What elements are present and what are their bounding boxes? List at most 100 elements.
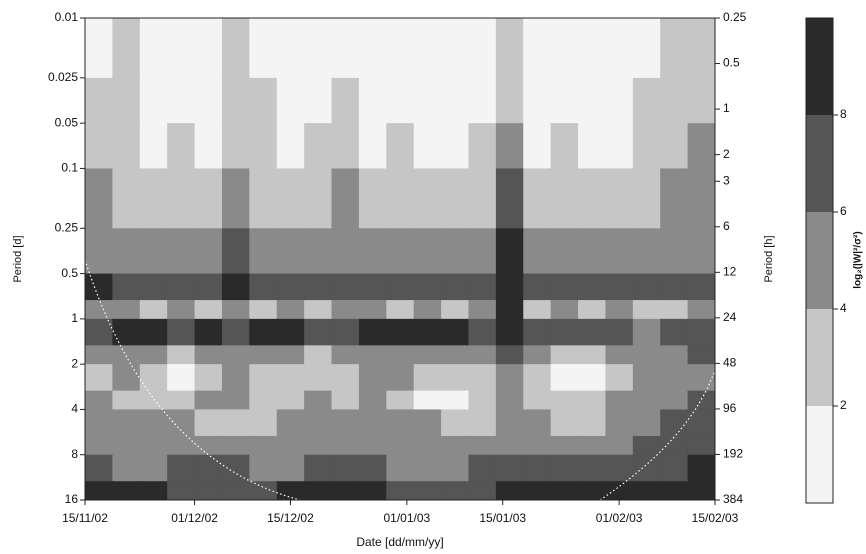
heatmap-cell [358,228,387,275]
y2-tick-label: 24 [723,310,737,324]
heatmap-cell [660,168,689,229]
heatmap-cell [687,300,716,320]
heatmap-cell [413,435,442,456]
heatmap-cell [139,454,168,482]
y2-tick-label: 2 [723,147,730,161]
heatmap-cell [221,481,250,501]
colorbar-band [806,309,833,406]
heatmap-cell [167,168,196,229]
heatmap-cell [221,345,250,365]
heatmap-cell [550,300,579,320]
heatmap-cell [687,390,716,410]
heatmap-cell [523,409,552,437]
heatmap-cell [495,364,524,392]
heatmap-cell [495,123,524,169]
x-tick-label: 15/11/02 [62,511,108,525]
heatmap-cell [112,300,141,320]
heatmap-cell [221,300,250,320]
heatmap-cell [632,300,661,320]
heatmap-cell [495,409,524,437]
heatmap-cell [605,454,634,482]
heatmap-cell [605,168,634,229]
heatmap-cell [413,123,442,169]
heatmap-cell [386,228,415,275]
heatmap-cell [167,123,196,169]
heatmap-cell [468,228,497,275]
heatmap-cell [468,18,497,79]
heatmap-cell [523,77,552,124]
heatmap-cell [112,77,141,124]
heatmap-cell [550,273,579,301]
y2-tick-label: 3 [723,173,730,187]
heatmap-cell [605,345,634,365]
heatmap-cell [660,364,689,392]
heatmap-cell [441,345,469,365]
heatmap-cell [578,318,606,346]
colorbar-label: log₂(|W|²/σ²) [853,231,864,288]
heatmap-cell [112,454,141,482]
heatmap-cell [139,273,168,301]
y-tick-label: 0.25 [55,220,79,234]
heatmap-cell [358,18,387,79]
heatmap-cell [660,318,689,346]
heatmap-cell [386,300,415,320]
heatmap-cell [578,409,606,437]
heatmap-cell [304,228,333,275]
heatmap-cell [331,168,360,229]
heatmap-cell [523,318,552,346]
heatmap-cell [331,273,360,301]
heatmap-cell [139,77,168,124]
y-axis-label: Period [d] [12,235,24,282]
heatmap-cell [660,390,689,410]
heatmap-cell [632,168,661,229]
heatmap-cell [468,435,497,456]
heatmap-cell [632,481,661,501]
heatmap-cell [331,123,360,169]
heatmap-cell [386,481,415,501]
y2-tick-label: 0.5 [723,56,740,70]
heatmap-cell [358,77,387,124]
heatmap-cell [221,318,250,346]
heatmap-cell [249,18,278,79]
heatmap-cell [632,390,661,410]
heatmap-cell [632,435,661,456]
x-axis-label: Date [dd/mm/yy] [356,535,443,549]
colorbar-frame [805,17,834,504]
heatmap-cell [276,123,305,169]
heatmap-cell [85,454,113,482]
heatmap-cell [386,123,415,169]
heatmap-cell [112,345,141,365]
heatmap-cell [331,481,360,501]
y-tick-label: 4 [71,402,78,416]
heatmap-cell [221,273,250,301]
heatmap-cell [249,364,278,392]
y-tick-label: 0.025 [48,70,78,84]
heatmap-cell [605,435,634,456]
heatmap-cell [331,409,360,437]
colorbar-tick-label: 6 [840,204,847,218]
heatmap-cell [85,300,113,320]
heatmap-cell [441,435,469,456]
heatmap-cell [605,364,634,392]
heatmap-cell [139,435,168,456]
heatmap-cell [550,481,579,501]
heatmap-cell [441,77,469,124]
x-tick-label: 01/01/03 [383,511,430,525]
heatmap-cell [194,18,223,79]
heatmap-cell [139,123,168,169]
heatmap-cell [221,123,250,169]
heatmap-cell [194,77,223,124]
heatmap-cell [632,18,661,79]
heatmap-cell [495,454,524,482]
heatmap-cell [413,300,442,320]
x-tick-label: 15/01/03 [479,511,526,525]
heatmap-cell [249,409,278,437]
heatmap-cell [687,273,716,301]
y2-tick-label: 48 [723,356,737,370]
heatmap-cell [441,454,469,482]
heatmap-cell [167,18,196,79]
y2-tick-label: 12 [723,264,737,278]
heatmap-cell [605,273,634,301]
heatmap-cell [495,318,524,346]
